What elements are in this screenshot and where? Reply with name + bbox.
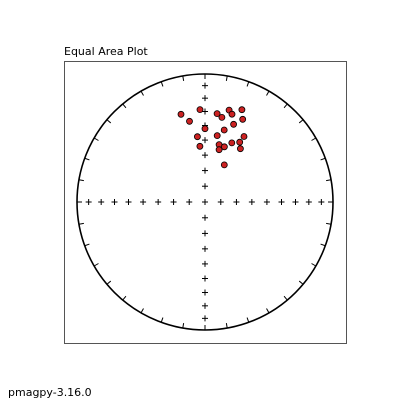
inclination-cross <box>305 199 312 205</box>
circle-tick <box>84 243 90 247</box>
data-point <box>213 110 221 117</box>
inclination-cross <box>248 199 255 205</box>
data-point <box>240 133 248 140</box>
circle-tick <box>122 103 127 109</box>
inclination-cross <box>111 199 118 205</box>
circle-tick <box>311 137 317 141</box>
inclination-crosses <box>85 82 325 322</box>
circle-tick <box>78 179 84 182</box>
inclination-cross <box>202 275 208 282</box>
circle-tick <box>93 137 99 141</box>
inclination-cross <box>202 289 208 296</box>
data-point <box>220 143 228 151</box>
circle-tick <box>225 75 228 81</box>
circle-tick <box>266 90 270 96</box>
inclination-cross <box>202 82 208 89</box>
circle-tick <box>78 222 84 225</box>
data-point <box>213 132 221 140</box>
inclination-cross <box>263 199 270 205</box>
circle-tick <box>106 119 112 124</box>
data-point <box>230 120 238 128</box>
circle-tick <box>93 263 99 267</box>
inclination-cross <box>233 199 240 205</box>
inclination-cross <box>292 199 299 205</box>
data-point <box>228 110 236 118</box>
circle-tick <box>311 263 317 267</box>
inclination-cross <box>202 230 208 237</box>
data-point <box>196 142 204 150</box>
circle-ticks <box>77 74 333 330</box>
inclination-cross <box>202 152 208 159</box>
inclination-cross <box>155 199 162 205</box>
circle-tick <box>246 81 250 87</box>
circle-tick <box>298 119 304 124</box>
circle-tick <box>246 317 250 323</box>
data-point <box>220 161 228 169</box>
circle-tick <box>283 295 288 301</box>
data-point <box>193 133 201 141</box>
inclination-cross <box>202 315 208 322</box>
inclination-cross <box>98 199 105 205</box>
inclination-cross <box>202 183 208 190</box>
data-point <box>228 139 236 147</box>
circle-tick <box>326 179 332 182</box>
inclination-cross <box>278 199 285 205</box>
circle-tick <box>140 308 144 314</box>
circle-tick <box>106 280 112 285</box>
circle-tick <box>182 323 185 329</box>
circle-tick <box>122 295 127 301</box>
data-point <box>238 106 246 114</box>
version-label: pmagpy-3.16.0 <box>8 386 92 399</box>
inclination-cross <box>186 199 193 205</box>
data-point <box>201 125 209 133</box>
circle-tick <box>298 280 304 285</box>
circle-tick <box>160 81 164 87</box>
data-point <box>196 106 204 113</box>
data-point <box>239 115 247 123</box>
circle-tick <box>225 323 228 329</box>
inclination-cross <box>202 260 208 267</box>
circle-tick <box>182 75 185 81</box>
data-point <box>236 138 244 146</box>
inclination-cross <box>202 95 208 102</box>
inclination-cross <box>217 199 224 205</box>
data-point <box>177 110 185 118</box>
circle-tick <box>283 103 288 109</box>
inclination-cross <box>85 199 92 205</box>
chart-title: Equal Area Plot <box>64 45 148 58</box>
inclination-cross <box>202 108 208 115</box>
plot-frame <box>64 61 347 344</box>
circle-tick <box>84 157 90 161</box>
circle-tick <box>320 157 326 161</box>
inclination-cross <box>125 199 132 205</box>
data-point <box>186 117 193 125</box>
inclination-cross <box>140 199 147 205</box>
data-point <box>215 146 223 154</box>
circle-tick <box>266 308 270 314</box>
data-points <box>177 106 248 169</box>
inclination-cross <box>202 302 208 309</box>
inclination-cross <box>202 245 208 252</box>
data-point <box>220 126 228 134</box>
inclination-cross <box>202 137 208 144</box>
circle-tick <box>140 90 144 96</box>
circle-tick <box>326 222 332 225</box>
circle-tick <box>320 243 326 247</box>
inclination-cross <box>202 199 208 205</box>
inclination-cross <box>202 167 208 174</box>
data-point <box>218 114 226 121</box>
data-point <box>236 145 244 153</box>
inclination-cross <box>202 214 208 221</box>
circle-tick <box>160 317 164 323</box>
inclination-cross <box>318 199 325 205</box>
inclination-cross <box>170 199 177 205</box>
